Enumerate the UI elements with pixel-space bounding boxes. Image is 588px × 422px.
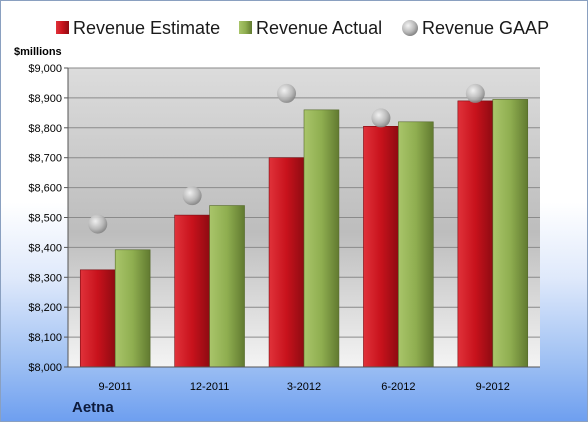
gaap-marker [88,214,108,234]
bar-actual [303,109,340,368]
bar-actual [492,99,529,368]
bar-actual [114,249,151,368]
bar-estimate [363,126,399,368]
legend-swatch-estimate [56,21,69,34]
legend-label-gaap: Revenue GAAP [422,18,549,38]
y-tick-label: $8,200 [28,302,62,314]
y-tick-label: $8,700 [28,153,62,165]
gaap-markers [88,83,485,234]
y-tick-label: $8,300 [28,272,62,284]
y-tick-label: $8,500 [28,213,62,225]
y-tick-label: $8,800 [28,123,62,135]
bar-estimate [174,214,210,368]
y-tick-label: $8,400 [28,242,62,254]
x-axis-ticks: 9-2011 12-2011 3-2012 6-2012 9-2012 [98,381,509,393]
y-axis-ticks: $8,000 $8,100 $8,200 $8,300 $8,400 $8,500 $8,6… [28,63,68,374]
legend-label-estimate: Revenue Estimate [73,18,220,38]
bar-estimate [79,269,116,368]
bars [79,99,529,368]
x-tick-label: 12-2011 [190,381,230,393]
bar-estimate [457,100,494,368]
y-unit-label: $millions [14,46,62,58]
legend-item-gaap: Revenue GAAP [402,18,549,38]
y-tick-label: $8,600 [28,183,62,195]
x-tick-label: 3-2012 [287,381,321,393]
legend-swatch-actual [239,21,252,34]
legend-label-actual: Revenue Actual [256,18,382,38]
y-tick-label: $8,100 [28,332,62,344]
gaap-marker [277,83,297,103]
legend-marker-gaap [402,20,418,36]
legend-item-actual: Revenue Actual [239,18,382,38]
bar-estimate [268,157,305,368]
legend-item-estimate: Revenue Estimate [56,18,220,38]
bar-actual [209,205,245,368]
gaap-marker [182,186,202,206]
x-tick-label: 6-2012 [381,381,415,393]
x-tick-label: 9-2012 [476,381,510,393]
gaap-marker [465,83,485,103]
y-tick-label: $9,000 [28,63,62,75]
y-tick-label: $8,000 [28,362,62,374]
y-tick-label: $8,900 [28,93,62,105]
gaap-marker [371,108,391,128]
bar-actual [398,121,434,368]
company-name: Aetna [72,399,114,416]
legend: Revenue Estimate Revenue Actual Revenue … [56,18,549,38]
x-tick-label: 9-2011 [98,381,131,393]
